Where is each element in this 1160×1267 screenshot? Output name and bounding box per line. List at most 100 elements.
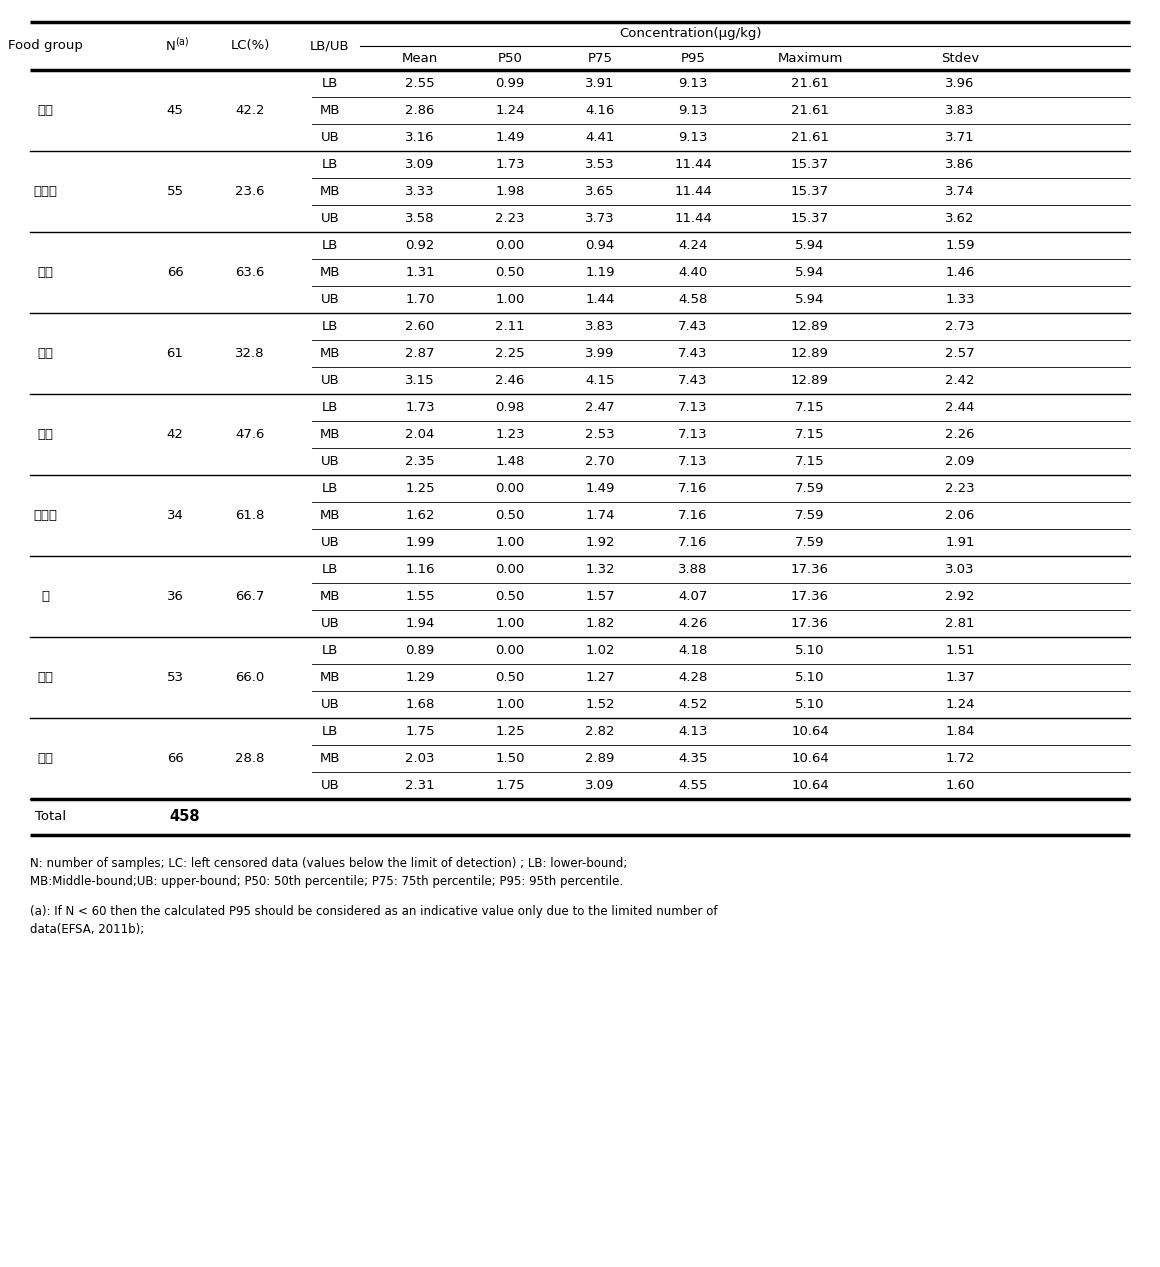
Text: 0.00: 0.00 [495, 481, 524, 495]
Text: 2.04: 2.04 [405, 428, 435, 441]
Text: 1.16: 1.16 [405, 563, 435, 576]
Text: 조: 조 [41, 590, 49, 603]
Text: N: number of samples; LC: left censored data (values below the limit of detectio: N: number of samples; LC: left censored … [30, 858, 628, 870]
Text: (a): If N < 60 then the calculated P95 should be considered as an indicative val: (a): If N < 60 then the calculated P95 s… [30, 906, 718, 919]
Text: 1.25: 1.25 [405, 481, 435, 495]
Text: 3.65: 3.65 [586, 185, 615, 198]
Text: 4.41: 4.41 [586, 131, 615, 144]
Text: 0.99: 0.99 [495, 77, 524, 90]
Text: UB: UB [320, 212, 340, 226]
Text: 3.86: 3.86 [945, 158, 974, 171]
Text: 4.58: 4.58 [679, 293, 708, 307]
Text: 2.25: 2.25 [495, 347, 524, 360]
Text: 보리: 보리 [37, 347, 53, 360]
Text: 55: 55 [167, 185, 183, 198]
Text: Mean: Mean [401, 52, 438, 65]
Text: 4.18: 4.18 [679, 644, 708, 658]
Text: MB: MB [320, 509, 340, 522]
Text: 2.70: 2.70 [586, 455, 615, 468]
Text: LB/UB: LB/UB [310, 39, 350, 52]
Text: 0.89: 0.89 [405, 644, 435, 658]
Text: 1.72: 1.72 [945, 753, 974, 765]
Text: 3.88: 3.88 [679, 563, 708, 576]
Text: LB: LB [321, 481, 339, 495]
Text: 15.37: 15.37 [791, 158, 829, 171]
Text: 15.37: 15.37 [791, 185, 829, 198]
Text: MB: MB [320, 672, 340, 684]
Text: 21.61: 21.61 [791, 104, 829, 117]
Text: 1.46: 1.46 [945, 266, 974, 279]
Text: MB: MB [320, 753, 340, 765]
Text: MB: MB [320, 428, 340, 441]
Text: P50: P50 [498, 52, 522, 65]
Text: 66.0: 66.0 [235, 672, 264, 684]
Text: 현미: 현미 [37, 753, 53, 765]
Text: 1.00: 1.00 [495, 293, 524, 307]
Text: 7.16: 7.16 [679, 536, 708, 549]
Text: 11.44: 11.44 [674, 212, 712, 226]
Text: LB: LB [321, 158, 339, 171]
Text: 4.28: 4.28 [679, 672, 708, 684]
Text: 4.07: 4.07 [679, 590, 708, 603]
Text: 17.36: 17.36 [791, 617, 829, 630]
Text: 7.16: 7.16 [679, 481, 708, 495]
Text: 1.60: 1.60 [945, 779, 974, 792]
Text: 5.94: 5.94 [796, 239, 825, 252]
Text: 옥수수: 옥수수 [32, 509, 57, 522]
Text: 7.59: 7.59 [796, 536, 825, 549]
Text: 2.23: 2.23 [495, 212, 524, 226]
Text: 7.43: 7.43 [679, 321, 708, 333]
Text: 2.46: 2.46 [495, 374, 524, 386]
Text: 4.40: 4.40 [679, 266, 708, 279]
Text: 2.06: 2.06 [945, 509, 974, 522]
Text: 11.44: 11.44 [674, 185, 712, 198]
Text: 47.6: 47.6 [235, 428, 264, 441]
Text: 1.74: 1.74 [586, 509, 615, 522]
Text: 1.62: 1.62 [405, 509, 435, 522]
Text: LC(%): LC(%) [231, 39, 269, 52]
Text: 15.37: 15.37 [791, 212, 829, 226]
Text: 1.59: 1.59 [945, 239, 974, 252]
Text: 1.32: 1.32 [585, 563, 615, 576]
Text: 3.15: 3.15 [405, 374, 435, 386]
Text: 1.49: 1.49 [495, 131, 524, 144]
Text: 21.61: 21.61 [791, 77, 829, 90]
Text: UB: UB [320, 455, 340, 468]
Text: N: N [166, 39, 176, 52]
Text: 1.24: 1.24 [945, 698, 974, 711]
Text: 1.25: 1.25 [495, 725, 524, 737]
Text: 1.23: 1.23 [495, 428, 524, 441]
Text: 61: 61 [167, 347, 183, 360]
Text: 3.91: 3.91 [586, 77, 615, 90]
Text: Food group: Food group [8, 39, 82, 52]
Text: 28.8: 28.8 [235, 753, 264, 765]
Text: 2.42: 2.42 [945, 374, 974, 386]
Text: 찰쌌: 찰쌌 [37, 672, 53, 684]
Text: 3.03: 3.03 [945, 563, 974, 576]
Text: 1.57: 1.57 [585, 590, 615, 603]
Text: 0.50: 0.50 [495, 672, 524, 684]
Text: 17.36: 17.36 [791, 590, 829, 603]
Text: 23.6: 23.6 [235, 185, 264, 198]
Text: 4.55: 4.55 [679, 779, 708, 792]
Text: 1.48: 1.48 [495, 455, 524, 468]
Text: 5.10: 5.10 [796, 672, 825, 684]
Text: 0.00: 0.00 [495, 563, 524, 576]
Text: 1.70: 1.70 [405, 293, 435, 307]
Text: 7.43: 7.43 [679, 347, 708, 360]
Text: 1.00: 1.00 [495, 698, 524, 711]
Text: 61.8: 61.8 [235, 509, 264, 522]
Text: 2.60: 2.60 [405, 321, 435, 333]
Text: UB: UB [320, 374, 340, 386]
Text: 2.53: 2.53 [585, 428, 615, 441]
Text: 7.13: 7.13 [679, 428, 708, 441]
Text: 밀가루: 밀가루 [32, 185, 57, 198]
Text: 66: 66 [167, 266, 183, 279]
Text: 42.2: 42.2 [235, 104, 264, 117]
Text: 1.73: 1.73 [405, 400, 435, 414]
Text: 1.33: 1.33 [945, 293, 974, 307]
Text: 3.62: 3.62 [945, 212, 974, 226]
Text: 0.92: 0.92 [405, 239, 435, 252]
Text: 3.74: 3.74 [945, 185, 974, 198]
Text: 9.13: 9.13 [679, 104, 708, 117]
